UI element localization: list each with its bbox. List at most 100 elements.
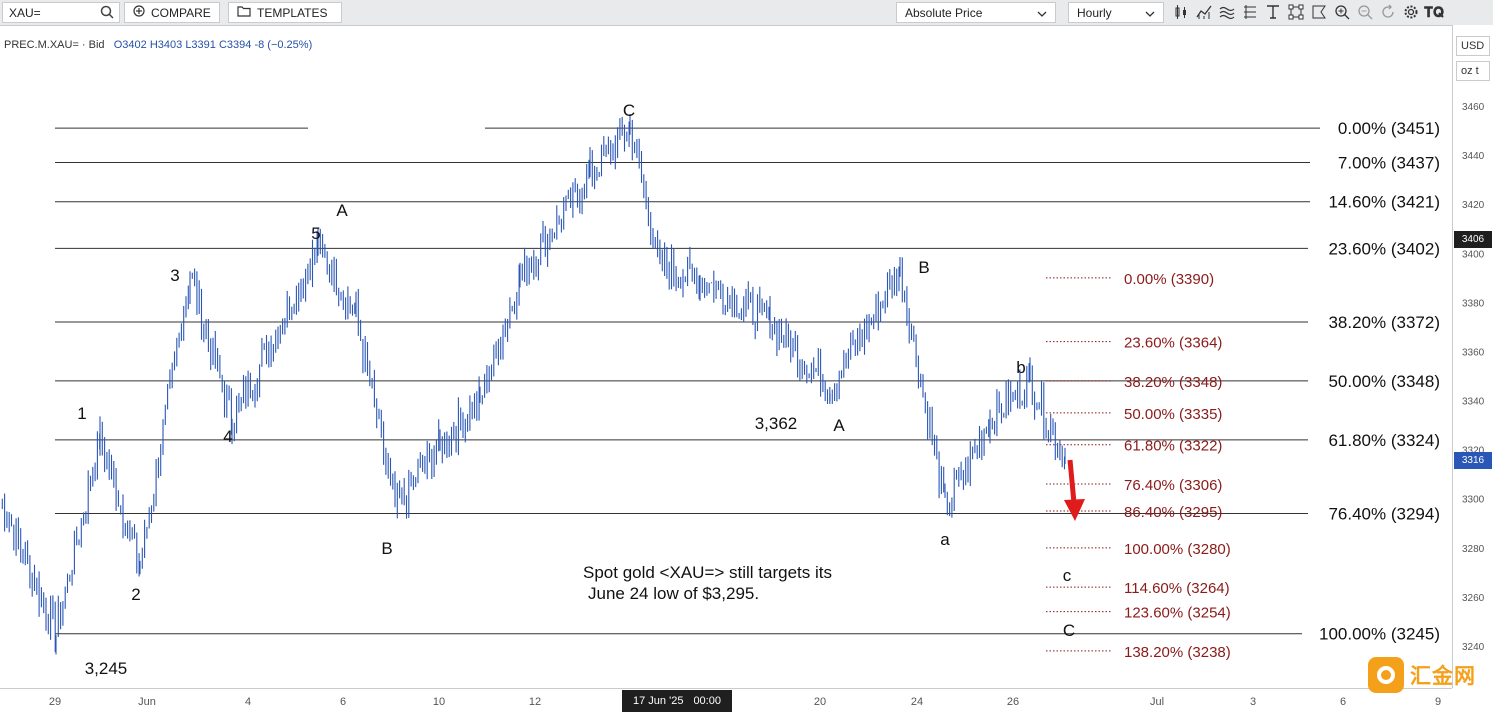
compare-button[interactable]: COMPARE bbox=[124, 2, 220, 23]
price-tick-label: 3400 bbox=[1462, 249, 1485, 260]
chevron-down-icon bbox=[1037, 6, 1047, 20]
fib-minor-label: 50.00% (3335) bbox=[1124, 406, 1222, 423]
search-icon[interactable] bbox=[100, 5, 114, 22]
fib-minor-label: 38.20% (3348) bbox=[1124, 374, 1222, 391]
last-price-badge: 3406 bbox=[1454, 231, 1492, 248]
time-tick-label: 29 bbox=[49, 696, 61, 708]
interval-select[interactable]: Hourly bbox=[1068, 2, 1164, 23]
wave-label: B bbox=[918, 258, 929, 277]
price-tick-label: 3460 bbox=[1462, 102, 1485, 113]
price-tick-label: 3440 bbox=[1462, 151, 1485, 162]
annotation-tool-icon[interactable] bbox=[1310, 3, 1328, 21]
fib-major-label: 0.00% (3451) bbox=[1338, 119, 1440, 138]
wave-label: b bbox=[1016, 358, 1025, 377]
fib-minor-label: 61.80% (3322) bbox=[1124, 438, 1222, 455]
currency-label: USD bbox=[1461, 40, 1485, 52]
crosshair-time: 00:00 bbox=[693, 695, 721, 707]
time-tick-label: 3 bbox=[1250, 696, 1256, 708]
time-tick-label: 12 bbox=[529, 696, 541, 708]
fib-minor-label: 23.60% (3364) bbox=[1124, 335, 1222, 352]
target-arrow-head bbox=[1064, 499, 1085, 521]
unit-label: oz t bbox=[1461, 65, 1479, 77]
wave-label: a bbox=[940, 530, 950, 549]
templates-button[interactable]: TEMPLATES bbox=[228, 2, 342, 23]
price-tick-label: 3420 bbox=[1462, 200, 1485, 211]
fib-minor-label: 123.60% (3254) bbox=[1124, 605, 1231, 622]
time-tick-label: 20 bbox=[814, 696, 826, 708]
symbol-input[interactable] bbox=[3, 5, 133, 20]
wave-label: c bbox=[1063, 566, 1072, 585]
time-tick-label: 24 bbox=[911, 696, 923, 708]
symbol-search-box bbox=[2, 2, 133, 23]
ohlc-legend: PREC.M.XAU= · Bid O3402 H3403 L3391 C339… bbox=[4, 39, 312, 51]
time-tick-label: 26 bbox=[1007, 696, 1019, 708]
price-chart[interactable]: 0.00% (3451) 7.00% (3437) 14.60% (3421) 23.… bbox=[0, 25, 1452, 688]
compare-label: COMPARE bbox=[151, 5, 211, 20]
zoom-in-icon[interactable] bbox=[1333, 3, 1351, 21]
candlestick-icon[interactable] bbox=[1172, 3, 1190, 21]
price-tick-label: 3340 bbox=[1462, 397, 1485, 408]
watermark-text: 汇金网 bbox=[1410, 665, 1476, 688]
wave-label: 4 bbox=[223, 427, 232, 446]
annotation-line: June 24 low of $3,295. bbox=[588, 584, 759, 603]
chart-tools: 𝐓𝐐 bbox=[1172, 3, 1444, 21]
current-price-badge: 3316 bbox=[1454, 452, 1492, 469]
time-tick-label: Jul bbox=[1150, 696, 1164, 708]
time-tick-label: 9 bbox=[1435, 696, 1441, 708]
instrument-label: PREC.M.XAU= · Bid bbox=[4, 39, 105, 51]
wave-label: 2 bbox=[131, 585, 140, 604]
price-tick-label: 3260 bbox=[1462, 593, 1485, 604]
open-value: O3402 bbox=[113, 39, 147, 51]
time-axis-ticks: 29 Jun 4 6 10 12 20 24 26 Jul 3 6 9 bbox=[49, 696, 1441, 708]
price-tick-label: 3300 bbox=[1462, 495, 1485, 506]
time-tick-label: Jun bbox=[138, 696, 156, 708]
templates-label: TEMPLATES bbox=[257, 5, 328, 20]
change-value: -8 (−0.25%) bbox=[254, 39, 313, 51]
indicators-icon[interactable] bbox=[1195, 3, 1213, 21]
site-watermark: 汇金网 bbox=[1368, 655, 1486, 695]
interval-value: Hourly bbox=[1077, 5, 1112, 20]
chevron-down-icon bbox=[1145, 6, 1155, 20]
fib-major-label: 76.40% (3294) bbox=[1328, 504, 1440, 523]
price-tick-label: 3240 bbox=[1462, 642, 1485, 653]
time-tick-label: 6 bbox=[340, 696, 346, 708]
price-mode-value: Absolute Price bbox=[905, 5, 983, 20]
high-value: H3403 bbox=[149, 39, 183, 51]
fib-minor-label: 86.40% (3295) bbox=[1124, 504, 1222, 521]
wave-label: 5 bbox=[311, 224, 320, 243]
fib-major-label: 100.00% (3245) bbox=[1319, 625, 1440, 644]
fib-minor-label: 76.40% (3306) bbox=[1124, 477, 1222, 494]
fib-levels-icon[interactable] bbox=[1241, 3, 1259, 21]
price-level-label: 3,362 bbox=[755, 414, 798, 433]
price-axis[interactable]: USD oz t 3460 3440 3420 3400 3380 3360 3340 332… bbox=[1452, 25, 1493, 688]
text-tool-icon[interactable] bbox=[1264, 3, 1282, 21]
wave-label: C bbox=[623, 101, 635, 120]
fib-major-label: 23.60% (3402) bbox=[1328, 239, 1440, 258]
wave-label: B bbox=[381, 539, 392, 558]
price-mode-select[interactable]: Absolute Price bbox=[896, 2, 1056, 23]
fib-major-label: 7.00% (3437) bbox=[1338, 153, 1440, 172]
fib-major-label: 38.20% (3372) bbox=[1328, 313, 1440, 332]
fib-major-label: 61.80% (3324) bbox=[1328, 431, 1440, 450]
folder-icon bbox=[237, 5, 251, 20]
zoom-out-icon[interactable] bbox=[1356, 3, 1374, 21]
waves-icon[interactable] bbox=[1218, 3, 1236, 21]
wave-label: C bbox=[1063, 621, 1075, 640]
annotation-line: Spot gold <XAU=> still targets its bbox=[583, 563, 832, 582]
reset-icon[interactable] bbox=[1379, 3, 1397, 21]
time-tick-label: 4 bbox=[245, 696, 251, 708]
price-tick-label: 3360 bbox=[1462, 347, 1485, 358]
fib-minor-label: 100.00% (3280) bbox=[1124, 541, 1231, 558]
target-arrow-shaft bbox=[1067, 459, 1077, 504]
low-value: L3391 bbox=[185, 39, 216, 51]
shape-tool-icon[interactable] bbox=[1287, 3, 1305, 21]
settings-gear-icon[interactable] bbox=[1402, 3, 1420, 21]
wave-label: A bbox=[336, 201, 348, 220]
toolbar: COMPARE TEMPLATES Absolute Price Hourly … bbox=[0, 0, 1493, 26]
price-tick-label: 3320 bbox=[1462, 446, 1485, 457]
currency-select[interactable]: USD bbox=[1456, 36, 1490, 56]
crosshair-time-label: 17 Jun '25 00:00 bbox=[622, 690, 732, 712]
price-level-label: 3,245 bbox=[85, 659, 128, 678]
unit-select[interactable]: oz t bbox=[1456, 61, 1490, 81]
brand-logo-icon: 𝐓𝐐 bbox=[1424, 3, 1444, 20]
